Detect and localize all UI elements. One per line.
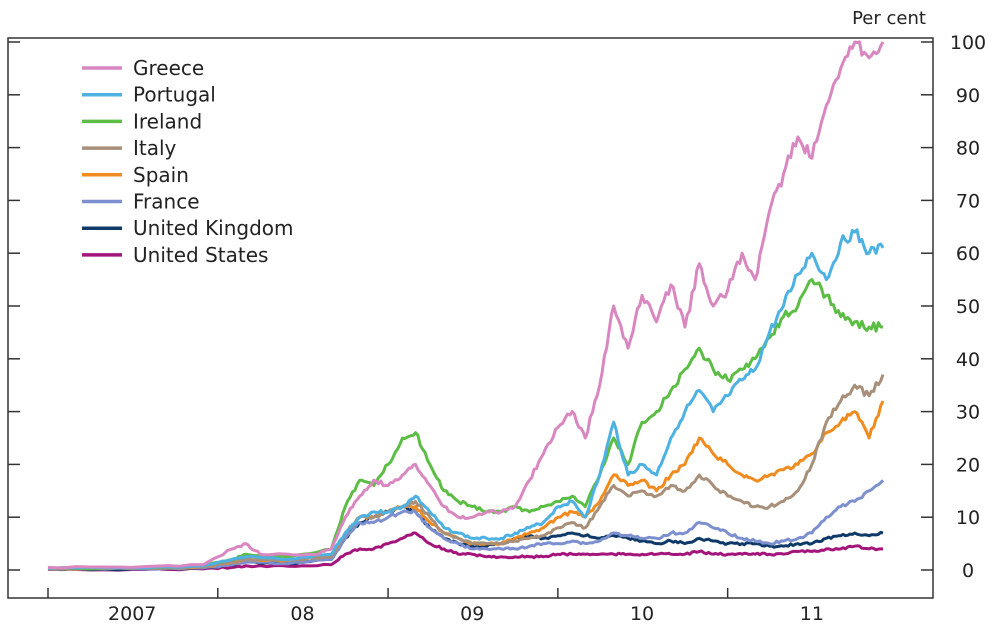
y-tick-label: 10 <box>956 507 980 529</box>
y-tick-label: 100 <box>950 32 986 54</box>
series-line-ireland <box>47 278 884 571</box>
legend-label: Ireland <box>133 109 202 133</box>
legend-label: United Kingdom <box>133 216 294 240</box>
y-tick-label: 80 <box>956 138 980 160</box>
axes: 0 10 20 30 40 50 60 70 80 90 100 2007 08 09 10 11 <box>7 32 986 625</box>
y-tick-label: 30 <box>956 402 980 424</box>
x-tick-label: 10 <box>630 603 654 625</box>
y-tick-label: 50 <box>956 296 980 318</box>
y-tick-label: 90 <box>956 85 980 107</box>
series-line-united-states <box>47 531 883 572</box>
series-layer <box>47 40 885 572</box>
x-tick-label: 11 <box>800 603 824 625</box>
y-tick-label: 0 <box>962 560 974 582</box>
series-line-italy <box>47 374 885 571</box>
legend-label: Spain <box>133 163 189 187</box>
legend-label: Portugal <box>133 83 216 107</box>
legend-label: Greece <box>133 56 204 80</box>
series-line-portugal <box>47 228 885 570</box>
series-line-greece <box>47 40 885 570</box>
legend-label: Italy <box>133 136 177 160</box>
legend-label: United States <box>133 243 268 267</box>
legend: GreecePortugalIrelandItalySpainFranceUni… <box>82 56 294 267</box>
x-tick-label: 09 <box>460 603 484 625</box>
x-tick-label: 08 <box>290 603 314 625</box>
y-tick-label: 20 <box>956 454 980 476</box>
x-tick-label: 2007 <box>108 603 156 625</box>
legend-label: France <box>133 190 200 214</box>
y-tick-label: 70 <box>956 190 980 212</box>
y-tick-label: 40 <box>956 349 980 371</box>
y-tick-label: 60 <box>956 243 980 265</box>
y-axis-unit-label: Per cent <box>852 8 926 29</box>
series-line-france <box>47 479 885 571</box>
plot-frame <box>7 37 934 599</box>
